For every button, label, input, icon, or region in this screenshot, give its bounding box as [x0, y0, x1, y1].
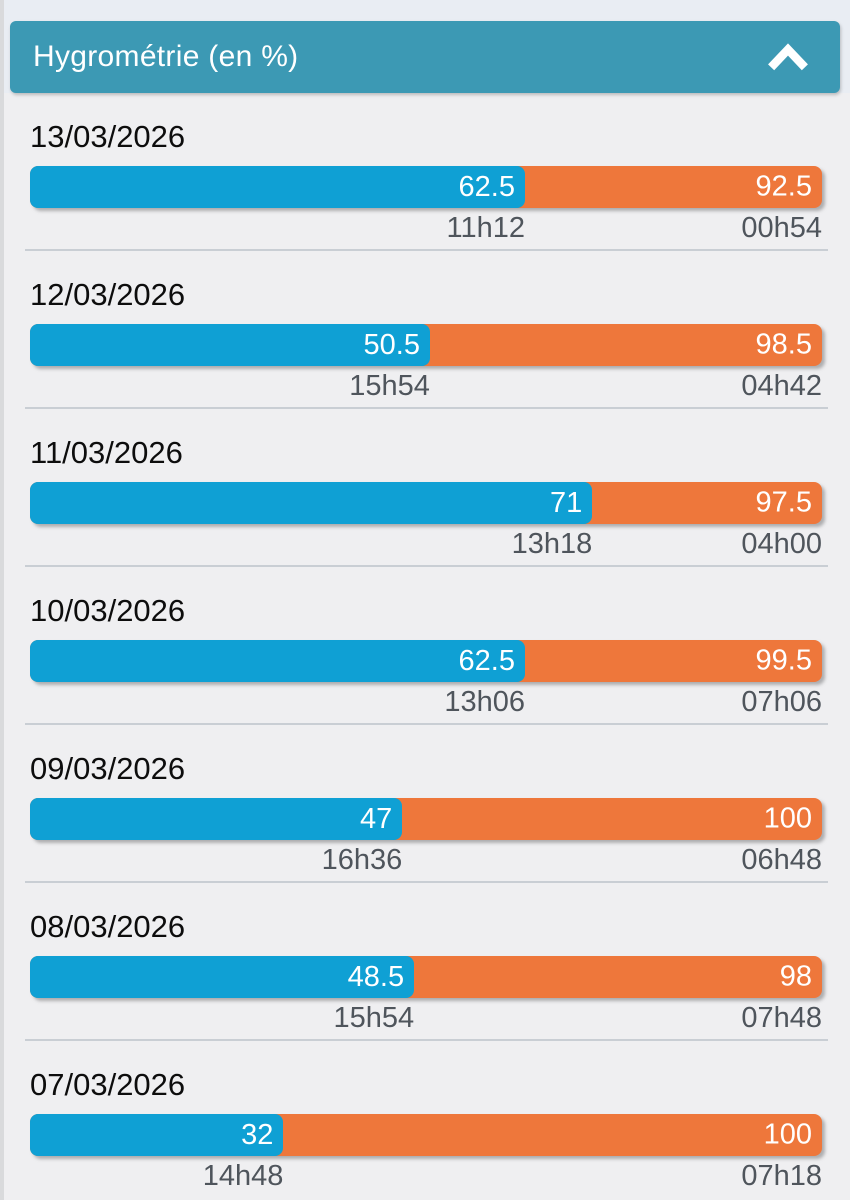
min-bar-segment: 62.5 [30, 640, 525, 682]
day-row: 12/03/2026 98.5 50.5 15h54 04h42 [0, 251, 850, 409]
max-time-label: 07h18 [741, 1160, 822, 1192]
min-bar-segment: 48.5 [30, 956, 415, 998]
time-row: 11h12 00h54 [30, 211, 823, 245]
row-divider [25, 249, 828, 251]
min-bar-segment: 47 [30, 798, 403, 840]
min-bar-segment: 32 [30, 1114, 284, 1156]
max-value-label: 98.5 [755, 328, 812, 361]
time-row: 15h54 04h42 [30, 369, 822, 403]
date-label: 07/03/2026 [30, 1067, 186, 1102]
time-row: 14h48 07h18 [30, 1159, 822, 1193]
min-time-label: 13h18 [511, 528, 593, 560]
day-row: 10/03/2026 99.5 62.5 13h06 07h06 [0, 567, 850, 725]
min-value-label: 32 [241, 1118, 274, 1151]
humidity-bar: 98.5 50.5 [30, 324, 822, 366]
humidity-bar: 99.5 62.5 [30, 640, 822, 682]
max-time-label: 04h42 [741, 370, 822, 402]
max-value-label: 98 [779, 960, 812, 993]
hygrometry-panel-header[interactable]: Hygrométrie (en %) [10, 21, 840, 93]
time-row: 16h36 06h48 [30, 843, 822, 877]
humidity-bar: 92.5 62.5 [30, 166, 822, 208]
max-time-label: 00h54 [741, 212, 822, 244]
date-label: 12/03/2026 [30, 277, 186, 312]
row-divider [25, 881, 828, 883]
humidity-bar: 100 32 [30, 1114, 822, 1156]
day-list: 13/03/2026 92.5 62.5 11h12 00h54 12/03/2… [0, 93, 850, 1200]
min-time-label: 14h48 [202, 1160, 284, 1192]
min-value-label: 71 [550, 486, 583, 519]
chevron-up-icon[interactable] [764, 42, 812, 72]
row-divider [25, 407, 828, 409]
time-row: 13h06 07h06 [30, 685, 822, 719]
min-bar-segment: 62.5 [30, 166, 525, 208]
humidity-bar: 97.5 71 [30, 482, 822, 524]
min-time-label: 15h54 [333, 1002, 415, 1034]
min-value-label: 47 [359, 802, 393, 835]
day-row: 11/03/2026 97.5 71 13h18 04h00 [0, 409, 850, 567]
day-row: 08/03/2026 98 48.5 15h54 07h48 [0, 883, 850, 1041]
min-time-label: 16h36 [321, 844, 403, 876]
max-value-label: 92.5 [755, 170, 812, 203]
max-time-label: 07h48 [741, 1002, 822, 1034]
min-bar-segment: 71 [30, 482, 593, 524]
min-value-label: 62.5 [458, 170, 515, 203]
date-label: 08/03/2026 [30, 909, 186, 944]
humidity-bar: 100 47 [30, 798, 822, 840]
max-value-label: 100 [763, 1118, 812, 1151]
min-time-label: 13h06 [444, 686, 525, 718]
day-row: 09/03/2026 100 47 16h36 06h48 [0, 725, 850, 883]
min-bar-segment: 50.5 [30, 324, 430, 366]
min-value-label: 48.5 [347, 960, 405, 993]
humidity-bar: 98 48.5 [30, 956, 822, 998]
row-divider [25, 565, 828, 567]
day-row: 13/03/2026 92.5 62.5 11h12 00h54 [0, 93, 850, 251]
max-value-label: 100 [763, 802, 812, 835]
max-time-label: 06h48 [741, 844, 822, 876]
date-label: 09/03/2026 [30, 751, 186, 786]
row-divider [25, 723, 828, 725]
time-row: 13h18 04h00 [30, 527, 822, 561]
day-row: 07/03/2026 100 32 14h48 07h18 [0, 1041, 850, 1193]
min-time-label: 11h12 [446, 212, 526, 244]
screen-left-edge [0, 0, 4, 1200]
max-value-label: 97.5 [755, 486, 812, 519]
time-row: 15h54 07h48 [30, 1001, 822, 1035]
min-value-label: 50.5 [363, 328, 420, 361]
date-label: 11/03/2026 [30, 435, 183, 470]
panel-title: Hygrométrie (en %) [33, 40, 299, 73]
max-time-label: 04h00 [741, 528, 822, 560]
date-label: 13/03/2026 [30, 119, 186, 154]
max-time-label: 07h06 [741, 686, 822, 718]
date-label: 10/03/2026 [30, 593, 186, 628]
max-value-label: 99.5 [755, 644, 812, 677]
row-divider [25, 1039, 828, 1041]
min-value-label: 62.5 [458, 644, 515, 677]
min-time-label: 15h54 [349, 370, 430, 402]
